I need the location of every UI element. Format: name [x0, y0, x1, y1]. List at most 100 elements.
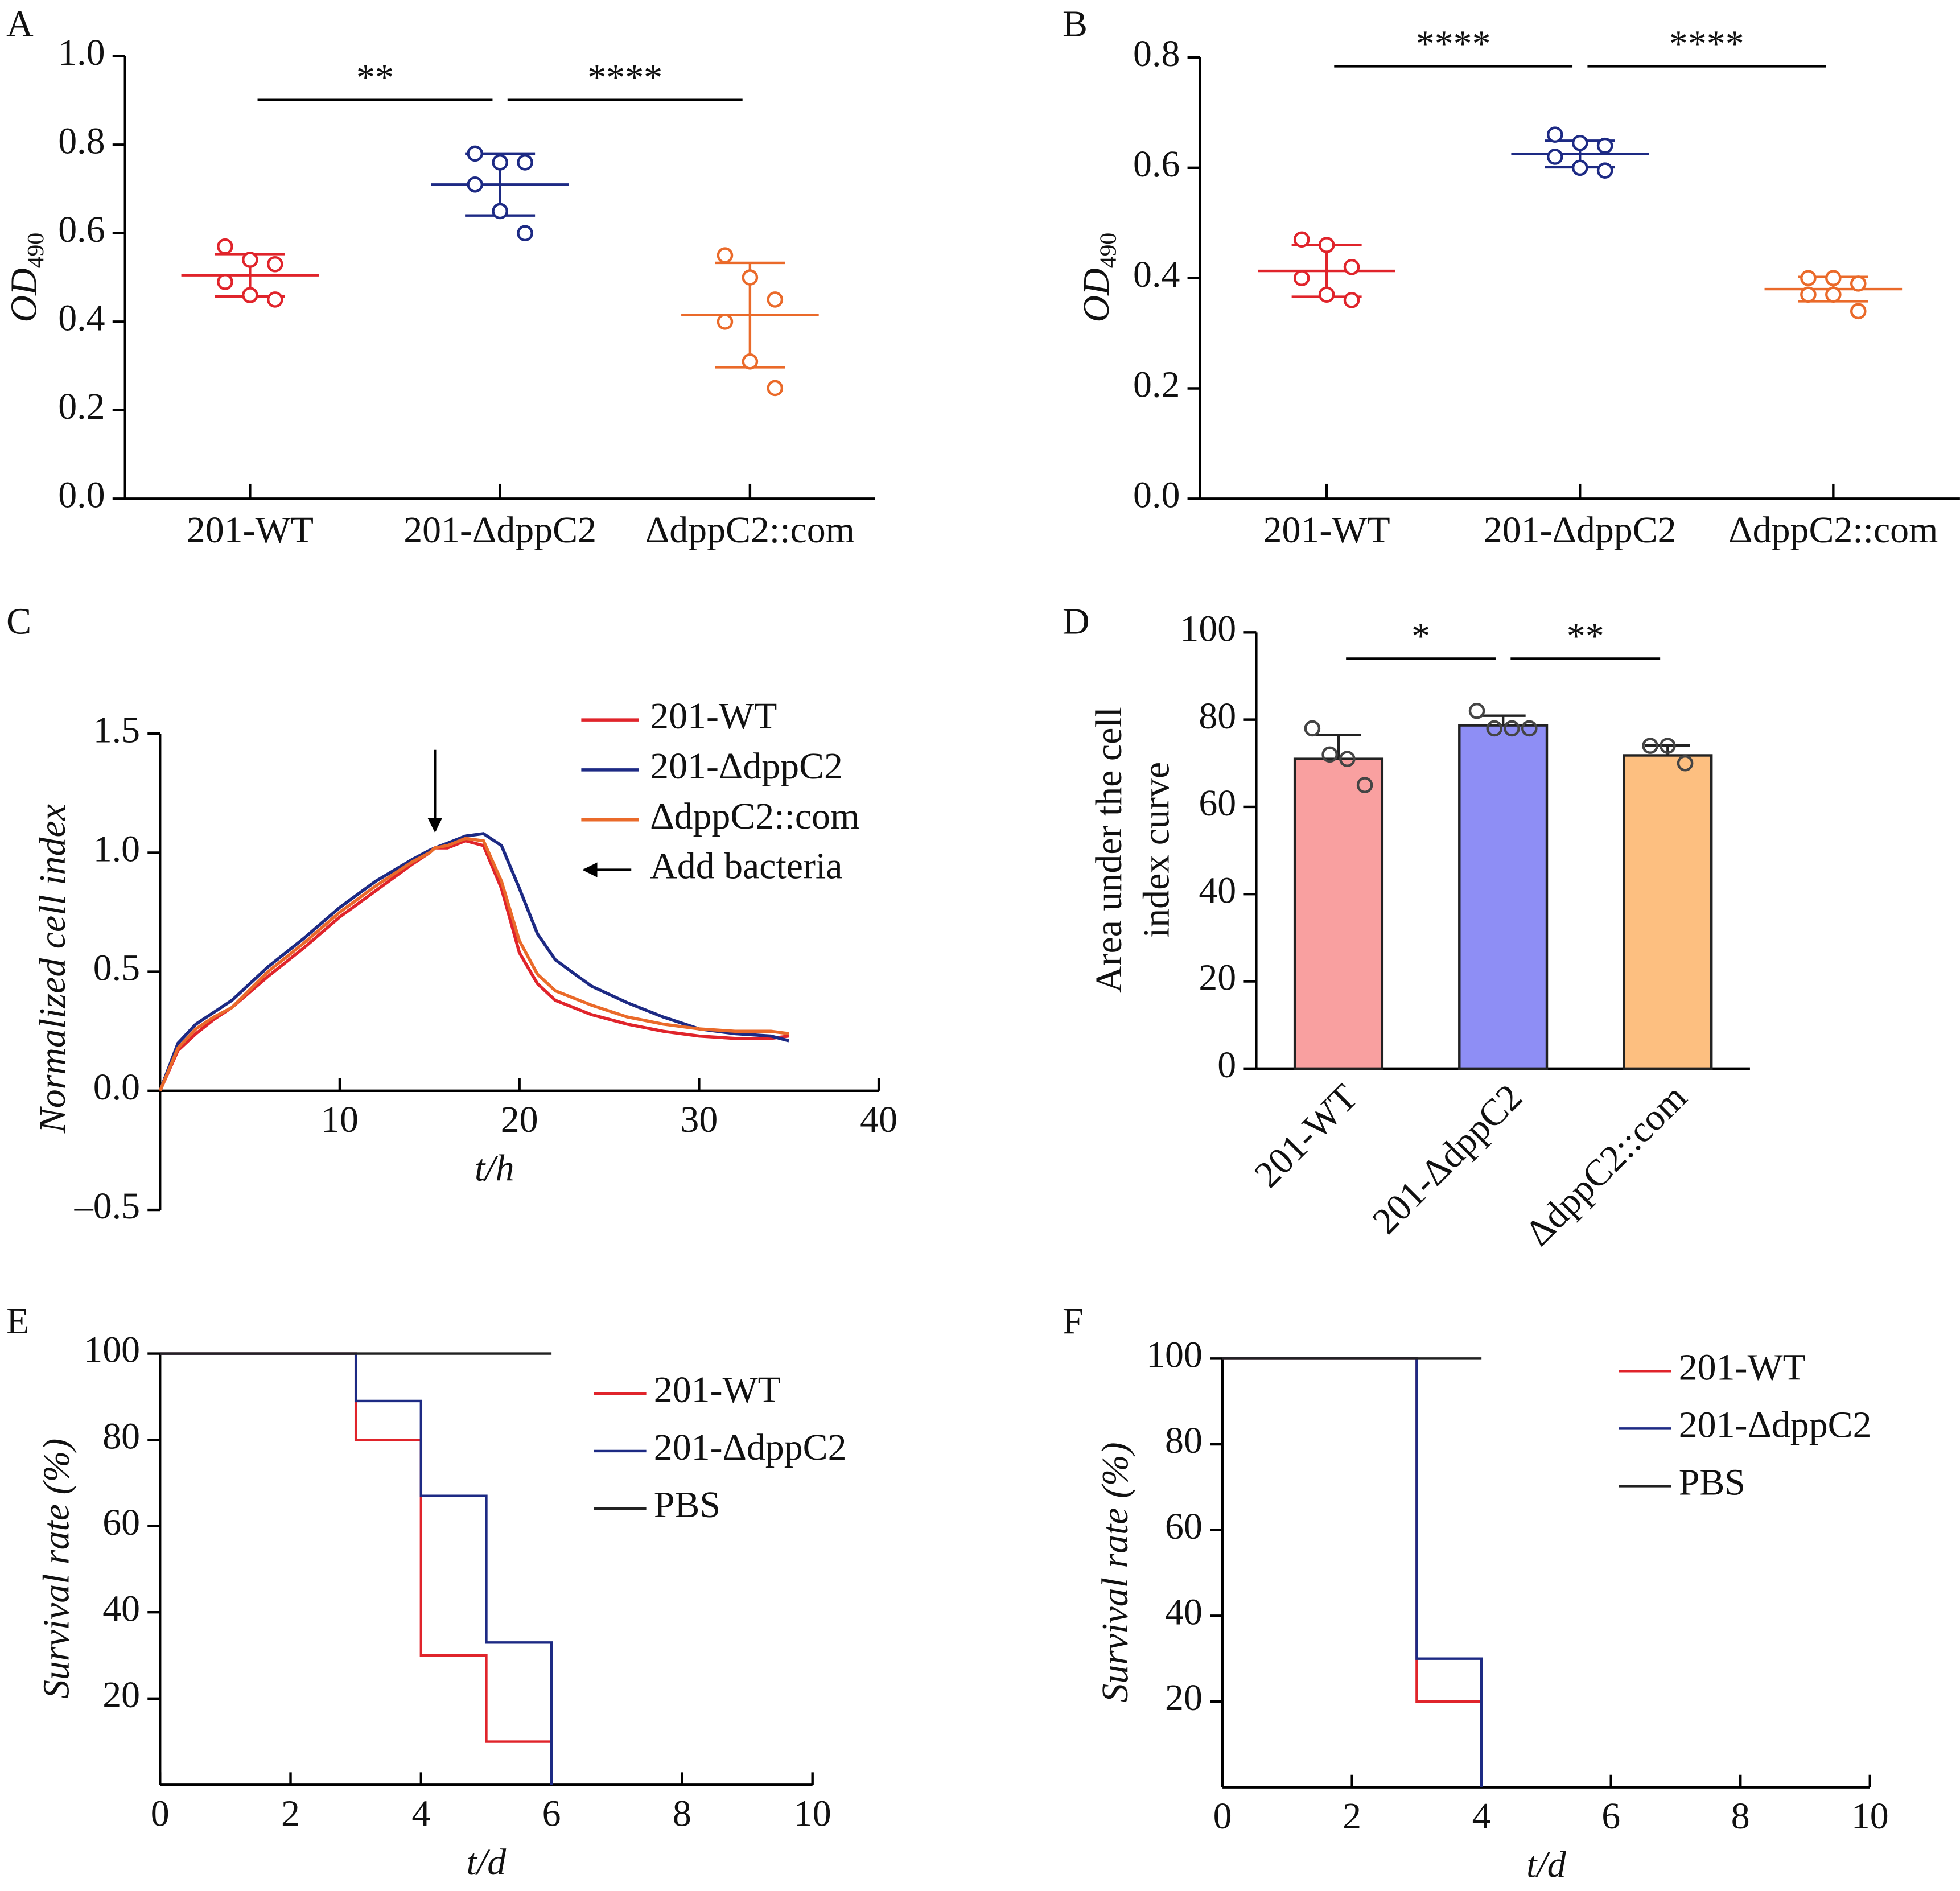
data-point — [1521, 720, 1538, 737]
x-tick-label: 6 — [542, 1793, 561, 1835]
data-point — [1343, 259, 1360, 275]
bar — [1458, 724, 1549, 1070]
data-point — [492, 203, 508, 220]
panel-letter: B — [1063, 3, 1088, 44]
legend-label: 201-ΔdppC2 — [654, 1427, 847, 1468]
data-point — [242, 252, 258, 268]
y-tick-label: 1.0 — [58, 32, 105, 73]
y-axis-label: OD490 — [3, 233, 49, 323]
y-axis-label: index curve — [1135, 762, 1177, 938]
x-tick-label: 201-WT — [1263, 509, 1390, 551]
y-axis-label: Survival rate (%) — [1094, 1442, 1136, 1702]
data-point — [1596, 137, 1613, 154]
x-tick-label: 2 — [1343, 1795, 1361, 1837]
x-tick-label: ΔdppC2::com — [1728, 509, 1938, 551]
y-tick-label: 80 — [102, 1415, 140, 1457]
legend-label: PBS — [654, 1484, 720, 1526]
data-point — [242, 287, 258, 303]
x-tick-label: ΔdppC2::com — [645, 509, 855, 551]
y-tick-label: 40 — [1199, 870, 1236, 911]
y-tick-label: 80 — [1199, 695, 1236, 737]
x-tick-label: 0 — [1213, 1795, 1232, 1837]
y-axis-label-main: Survival rate (%) — [36, 1439, 77, 1699]
data-point — [1356, 777, 1373, 793]
y-axis-label-main: OD — [3, 268, 45, 322]
y-tick-label: 0.4 — [1133, 254, 1180, 295]
data-point — [1850, 303, 1867, 320]
panel-letter: A — [6, 3, 34, 44]
legend-label: ΔdppC2::com — [650, 796, 859, 837]
line — [158, 832, 789, 1091]
y-tick-label: 0.6 — [1133, 143, 1180, 185]
panel-letter: D — [1063, 600, 1090, 642]
data-point — [1800, 286, 1817, 303]
y-tick-label: 20 — [1199, 957, 1236, 999]
y-tick-label: 60 — [102, 1502, 140, 1543]
data-point — [517, 225, 533, 242]
data-point — [742, 269, 759, 286]
data-point — [767, 380, 784, 397]
x-tick-label: 8 — [1731, 1795, 1750, 1837]
significance-label: **** — [1416, 23, 1491, 65]
data-point — [1486, 720, 1503, 737]
panel-letter: F — [1063, 1300, 1084, 1342]
y-tick-label: 80 — [1165, 1420, 1203, 1461]
y-tick-label: 0.0 — [93, 1066, 140, 1108]
y-axis-label-sub: 490 — [1095, 233, 1121, 269]
y-tick-label: 40 — [102, 1588, 140, 1629]
x-axis-label: t/d — [1526, 1844, 1567, 1886]
x-tick-label: 40 — [860, 1099, 897, 1140]
y-axis-label-main: OD — [1076, 268, 1117, 322]
y-axis-label-main: Normalized cell index — [32, 804, 73, 1134]
bar — [1623, 754, 1713, 1070]
data-point — [267, 291, 283, 308]
y-tick-label: 0.2 — [1133, 364, 1180, 406]
data-point — [1293, 270, 1310, 286]
x-tick-label: 8 — [673, 1793, 691, 1835]
bar — [1293, 757, 1384, 1070]
x-tick-label: 201-ΔdppC2 — [1484, 509, 1677, 551]
line — [158, 837, 789, 1091]
data-point — [717, 247, 734, 263]
data-point — [1850, 275, 1867, 292]
x-tick-label: 10 — [1851, 1795, 1889, 1837]
y-axis-label-sub: 490 — [23, 233, 49, 269]
data-point — [1318, 286, 1335, 303]
data-point — [1339, 751, 1356, 767]
y-tick-label: 100 — [84, 1329, 140, 1371]
data-point — [1321, 746, 1338, 763]
x-tick-label: 0 — [151, 1793, 170, 1835]
y-tick-label: –0.5 — [74, 1185, 140, 1227]
y-tick-label: 0.8 — [1133, 33, 1180, 75]
y-tick-label: 0.8 — [58, 120, 105, 162]
data-point — [1318, 237, 1335, 253]
data-point — [1825, 286, 1842, 303]
data-point — [217, 238, 233, 255]
data-point — [1304, 720, 1321, 737]
x-tick-label: 4 — [1472, 1795, 1491, 1837]
legend-label: PBS — [1679, 1462, 1745, 1503]
data-point — [742, 353, 759, 370]
legend-label: 201-WT — [650, 695, 777, 737]
data-point — [1293, 231, 1310, 248]
y-tick-label: 20 — [102, 1674, 140, 1716]
data-point — [1677, 755, 1694, 772]
x-tick-label: 6 — [1601, 1795, 1620, 1837]
legend-label: 201-ΔdppC2 — [650, 745, 843, 787]
legend-label: 201-WT — [1679, 1346, 1806, 1388]
y-tick-label: 0 — [1217, 1044, 1236, 1086]
y-tick-label: 40 — [1165, 1592, 1203, 1633]
panel-letter: E — [6, 1300, 29, 1342]
y-axis-label: OD490 — [1076, 233, 1121, 323]
x-tick-label: 201-ΔdppC2 — [403, 509, 596, 551]
data-point — [1660, 738, 1676, 754]
x-tick-label: 10 — [794, 1793, 831, 1835]
significance-label: **** — [1669, 23, 1744, 65]
data-point — [1825, 270, 1842, 286]
significance-label: * — [1411, 616, 1430, 657]
x-tick-label: 4 — [411, 1793, 430, 1835]
data-point — [267, 256, 283, 273]
y-tick-label: 0.2 — [58, 386, 105, 427]
y-tick-label: 0.4 — [58, 297, 105, 339]
y-axis-label: Survival rate (%) — [36, 1439, 77, 1699]
